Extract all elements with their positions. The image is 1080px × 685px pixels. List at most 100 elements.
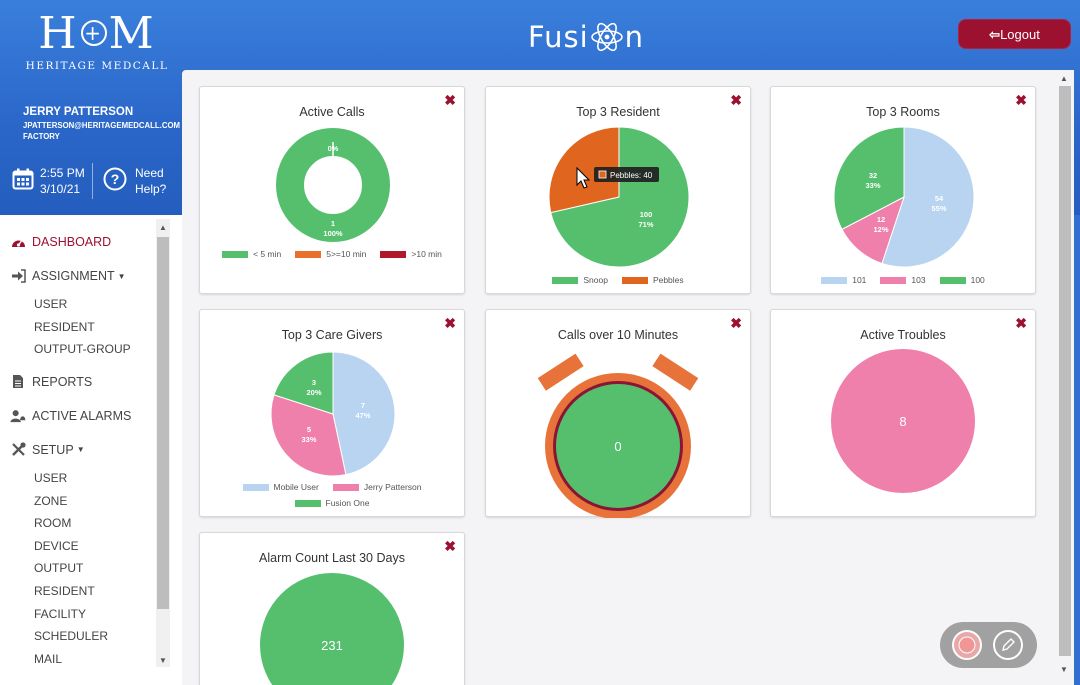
legend-swatch	[821, 276, 848, 284]
main-scrollbar[interactable]: ▲ ▼	[1058, 72, 1072, 674]
close-icon[interactable]: ✖	[444, 315, 456, 331]
legend-item[interactable]: >10 min	[380, 249, 442, 259]
pencil-icon	[1002, 638, 1015, 651]
card-value: 8	[899, 414, 906, 429]
card-title: Top 3 Rooms	[866, 105, 940, 119]
sidebar-scroll-thumb[interactable]	[157, 237, 169, 609]
sidebar-subitem-setup-mail[interactable]: MAIL	[34, 651, 63, 666]
close-icon[interactable]: ✖	[444, 538, 456, 554]
legend-item[interactable]: Pebbles	[621, 275, 684, 285]
sidebar-subitem-setup-scheduler[interactable]: SCHEDULER	[34, 629, 109, 644]
sidebar: DASHBOARD ASSIGNMENT ▼ USER RESIDENT OUTP…	[0, 215, 182, 685]
sidebar-item-label: ACTIVE ALARMS	[32, 408, 132, 423]
atom-icon	[590, 20, 624, 54]
scroll-up-icon[interactable]: ▲	[1060, 74, 1068, 83]
close-icon[interactable]: ✖	[730, 315, 742, 331]
help-button[interactable]: ? Need Help?	[103, 165, 166, 197]
pie-group	[548, 126, 690, 268]
card-top3-rooms: Top 3 Rooms ✖ 54 55% 12 12% 32 33% 101 1…	[770, 86, 1036, 294]
logo-mark-left: H	[38, 8, 79, 59]
top3-caregivers-chart: 7 47% 5 33% 3 20%	[270, 351, 396, 477]
pie-slice	[548, 126, 620, 214]
card-value: 231	[321, 638, 343, 653]
pie-data-label: 1	[331, 219, 335, 228]
dashboard-area: Active Calls ✖ 0% 1 100% < 5 min 5>=10 m…	[182, 70, 1074, 685]
pie-data-label: 3	[312, 378, 316, 387]
legend-item[interactable]: < 5 min	[222, 249, 281, 259]
sidebar-subitem-assignment-resident[interactable]: RESIDENT	[34, 319, 95, 334]
pie-data-label: 47%	[355, 411, 370, 420]
logo-mark: H + M	[22, 10, 172, 58]
legend-swatch	[332, 483, 359, 491]
legend-item[interactable]: 100	[939, 275, 985, 285]
record-button[interactable]	[952, 630, 982, 660]
gauge-icon	[10, 234, 26, 250]
legend-item[interactable]: Snoop	[552, 275, 608, 285]
sidebar-item-label: ASSIGNMENT	[32, 269, 115, 283]
heritage-medcall-logo: H + M HERITAGE MEDCALL	[22, 10, 172, 73]
pie-data-label: 71%	[638, 220, 653, 229]
sidebar-subitem-setup-output[interactable]: OUTPUT	[34, 561, 84, 576]
sidebar-subitem-setup-resident[interactable]: RESIDENT	[34, 584, 95, 599]
legend-item[interactable]: Fusion One	[294, 498, 369, 508]
legend-item[interactable]: 103	[880, 275, 926, 285]
pie-slice	[332, 351, 396, 476]
card-active-troubles: Active Troubles ✖ 8	[770, 309, 1036, 517]
sidebar-item-label: DASHBOARD	[32, 235, 112, 249]
close-icon[interactable]: ✖	[1015, 92, 1027, 108]
scroll-down-icon[interactable]: ▼	[1060, 665, 1068, 674]
legend-label: 5>=10 min	[326, 249, 367, 259]
sidebar-item-setup[interactable]: SETUP ▼	[0, 433, 155, 467]
card-title: Top 3 Care Givers	[281, 328, 383, 342]
brand-text-right: n	[624, 20, 645, 54]
legend-swatch	[880, 276, 907, 284]
sidebar-subitem-setup-device[interactable]: DEVICE	[34, 538, 79, 553]
pie-data-label: 20%	[306, 388, 321, 397]
sidebar-subitem-assignment-user[interactable]: USER	[34, 297, 68, 312]
sidebar-nav: DASHBOARD ASSIGNMENT ▼ USER RESIDENT OUTP…	[0, 225, 155, 670]
sidebar-scrollbar[interactable]: ▲ ▼	[156, 219, 170, 667]
sidebar-item-reports[interactable]: REPORTS	[0, 365, 155, 399]
sidebar-subitem-assignment-output-group[interactable]: OUTPUT-GROUP	[34, 342, 131, 357]
close-icon[interactable]: ✖	[730, 92, 742, 108]
legend-label: < 5 min	[253, 249, 282, 259]
sidebar-item-active-alarms[interactable]: ACTIVE ALARMS	[0, 399, 155, 433]
user-name: JERRY PATTERSON	[23, 106, 134, 118]
active-troubles-chart: 8	[831, 349, 975, 493]
legend-item[interactable]: 101	[821, 275, 866, 285]
logout-button[interactable]: ⇦Logout	[958, 19, 1071, 49]
tools-icon	[10, 442, 26, 458]
main-scroll-thumb[interactable]	[1059, 86, 1071, 656]
help-line2: Help?	[135, 182, 167, 196]
card-title: Calls over 10 Minutes	[557, 328, 679, 342]
sidebar-item-assignment[interactable]: ASSIGNMENT ▼	[0, 259, 155, 293]
sidebar-subitem-setup-room[interactable]: ROOM	[34, 516, 72, 531]
user-bell-icon	[10, 408, 26, 424]
legend-swatch	[552, 276, 579, 284]
pie-slice	[550, 126, 690, 268]
logout-icon: ⇦	[989, 27, 1001, 42]
legend-item[interactable]: Mobile User	[242, 482, 319, 492]
sidebar-subitem-setup-facility[interactable]: FACILITY	[34, 606, 87, 621]
pie-data-label: 12%	[873, 225, 888, 234]
sidebar-subitem-setup-user[interactable]: USER	[34, 471, 68, 486]
pie-group	[833, 126, 975, 268]
close-icon[interactable]: ✖	[1015, 315, 1027, 331]
edit-button[interactable]	[993, 630, 1023, 660]
pie-slice	[273, 351, 334, 415]
sidebar-subitem-setup-zone[interactable]: ZONE	[34, 493, 68, 508]
scroll-down-icon[interactable]: ▼	[159, 656, 167, 665]
legend-item[interactable]: 5>=10 min	[295, 249, 366, 259]
close-icon[interactable]: ✖	[444, 92, 456, 108]
scroll-up-icon[interactable]: ▲	[159, 223, 167, 232]
pie-data-label: 33%	[301, 435, 316, 444]
sidebar-item-dashboard[interactable]: DASHBOARD	[0, 225, 155, 259]
header-divider	[92, 163, 93, 199]
sign-in-icon	[10, 268, 26, 284]
chart-legend: Snoop Pebbles	[486, 275, 750, 291]
chart-legend: 101 103 100	[771, 275, 1035, 291]
svg-text:?: ?	[111, 171, 120, 187]
legend-swatch	[294, 499, 321, 507]
legend-item[interactable]: Jerry Patterson	[332, 482, 422, 492]
current-time: 2:55 PM	[40, 166, 85, 180]
